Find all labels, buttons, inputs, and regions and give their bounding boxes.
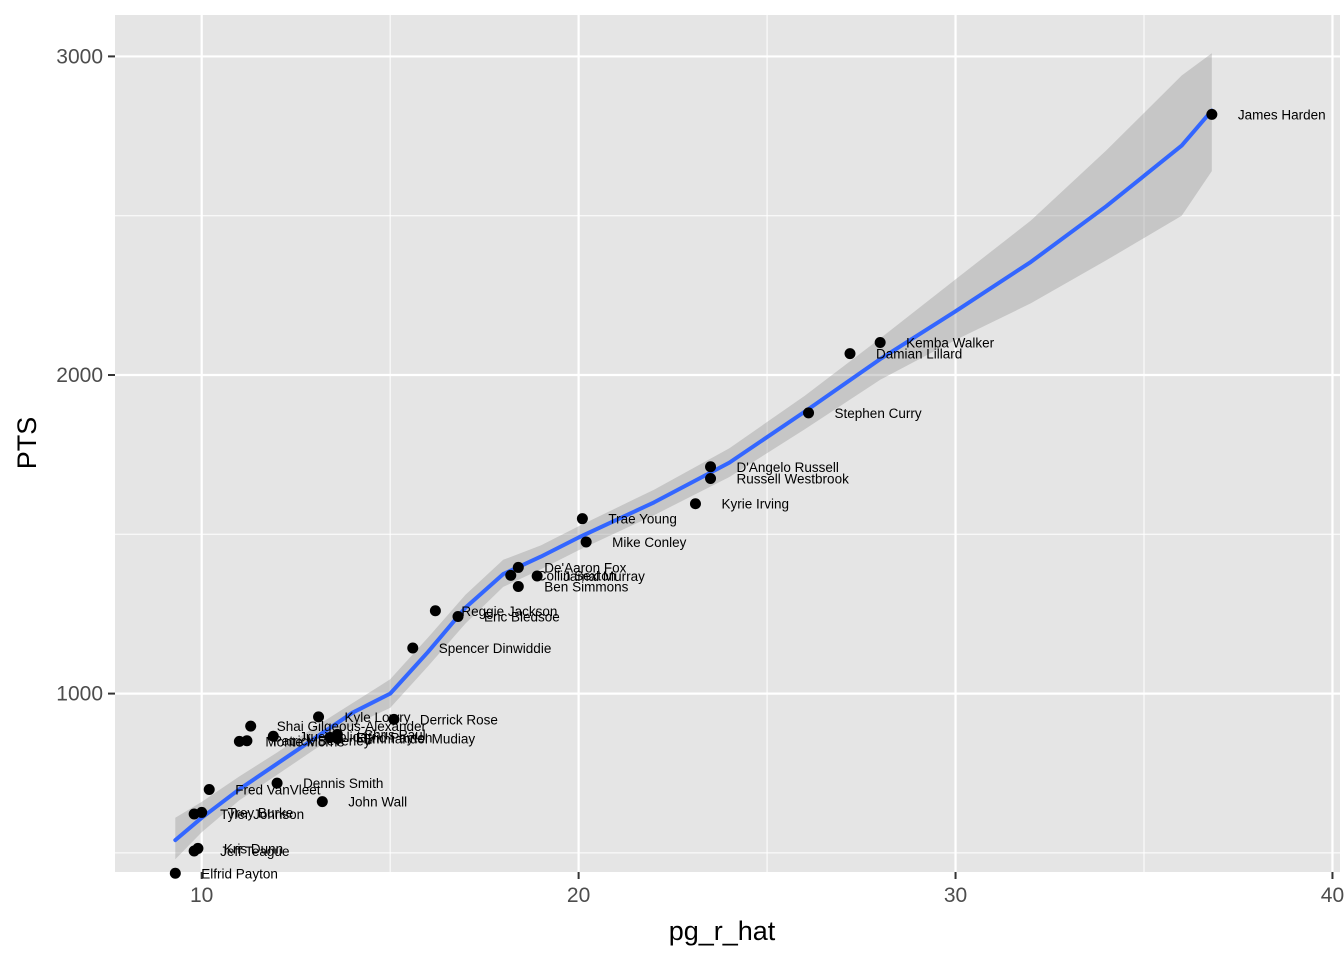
point-label: James Harden (1238, 107, 1326, 122)
point-label: Trae Young (608, 512, 677, 527)
data-point (874, 337, 886, 349)
data-point (241, 735, 253, 747)
point-label: Trey Burke (228, 805, 294, 820)
point-label: Fred VanVleet (235, 782, 321, 797)
data-point (580, 536, 592, 548)
point-label: Derrick Rose (420, 712, 498, 727)
data-point (203, 783, 215, 795)
data-point (407, 642, 419, 654)
point-label: John Wall (348, 795, 407, 810)
point-label: Dennis Smith (303, 776, 383, 791)
y-tick-label: 3000 (56, 45, 103, 68)
x-tick-label: 10 (190, 884, 213, 907)
confidence-band-area (175, 53, 1212, 860)
point-label: Jrue Holiday (299, 729, 374, 744)
plot-panel (115, 15, 1340, 872)
point-label: Jamal Murray (563, 569, 645, 584)
data-point (267, 730, 279, 742)
point-label: Stephen Curry (835, 406, 922, 421)
x-tick-label: 40 (1321, 884, 1344, 907)
point-label: Shai Gilgeous-Alexander (277, 719, 427, 734)
x-tick-label: 30 (944, 884, 967, 907)
point-label: Kris Dunn (224, 841, 283, 856)
point-label: Elfrid Payton (356, 731, 433, 746)
data-point (705, 461, 717, 473)
smooth-line (173, 108, 1214, 843)
data-point (271, 777, 283, 789)
point-label: Emmanuel Mudiay (363, 732, 475, 747)
data-point (188, 845, 200, 857)
data-point (188, 808, 200, 820)
data-points (169, 108, 1218, 879)
point-label: Mike Conley (612, 535, 687, 550)
point-label: Monte Morris (265, 734, 344, 749)
point-label: Chris Paul (363, 727, 425, 742)
point-label: D'Angelo Russell (737, 460, 839, 475)
point-label: Reggie Jackson (461, 604, 557, 619)
y-axis-title: PTS (12, 417, 42, 470)
point-label: Tyler Johnson (220, 807, 304, 822)
smooth-line-layer (173, 108, 1214, 843)
x-tick-label: 20 (567, 884, 590, 907)
x-axis-title: pg_r_hat (669, 916, 776, 946)
data-point (576, 513, 588, 525)
data-point (313, 711, 325, 723)
point-label: Russell Westbrook (737, 472, 850, 487)
point-label: Ben Simmons (544, 580, 628, 595)
data-point (512, 581, 524, 593)
data-point (844, 348, 856, 360)
y-tick-label: 1000 (56, 683, 103, 706)
point-label: Spencer Dinwiddie (439, 641, 552, 656)
data-point (169, 867, 181, 879)
point-label: Jeff Teague (220, 844, 289, 859)
data-point (531, 570, 543, 582)
point-label: De'Aaron Fox (544, 560, 626, 575)
confidence-band (175, 53, 1212, 860)
data-point (316, 796, 328, 808)
point-label: Kyle Lowry (345, 710, 411, 725)
data-point (388, 713, 400, 725)
point-label: Damian Lillard (876, 347, 962, 362)
point-label: Kemba Walker (906, 336, 995, 351)
data-point (1206, 108, 1218, 120)
axes: 10 20 30 40 1000 2000 3000 (56, 45, 1344, 907)
data-point (505, 569, 517, 581)
data-point (452, 610, 464, 622)
data-point (245, 720, 257, 732)
y-tick-label: 2000 (56, 364, 103, 387)
data-point (324, 732, 336, 744)
data-point (689, 498, 701, 510)
data-point (705, 473, 717, 485)
point-label: Eric Bledsoe (484, 609, 560, 624)
point-label: Patrick Beverley (273, 734, 371, 749)
data-point (512, 561, 524, 573)
gridlines (115, 15, 1340, 872)
point-label: Collin Sexton (537, 568, 617, 583)
point-label: Kyrie Irving (721, 497, 789, 512)
point-label: Elfrid Payton (201, 866, 278, 881)
data-point (803, 407, 815, 419)
data-point (429, 605, 441, 617)
